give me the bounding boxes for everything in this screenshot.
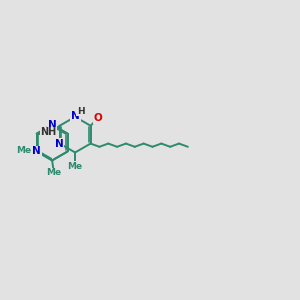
Text: N: N: [48, 120, 56, 130]
Text: N: N: [55, 139, 64, 149]
Text: N: N: [32, 146, 41, 157]
Text: Me: Me: [16, 146, 32, 155]
Text: N: N: [71, 111, 80, 121]
Text: Me: Me: [46, 168, 61, 177]
Text: H: H: [77, 107, 84, 116]
Text: O: O: [94, 113, 102, 123]
Text: Me: Me: [68, 162, 83, 171]
Text: NH: NH: [40, 127, 56, 137]
